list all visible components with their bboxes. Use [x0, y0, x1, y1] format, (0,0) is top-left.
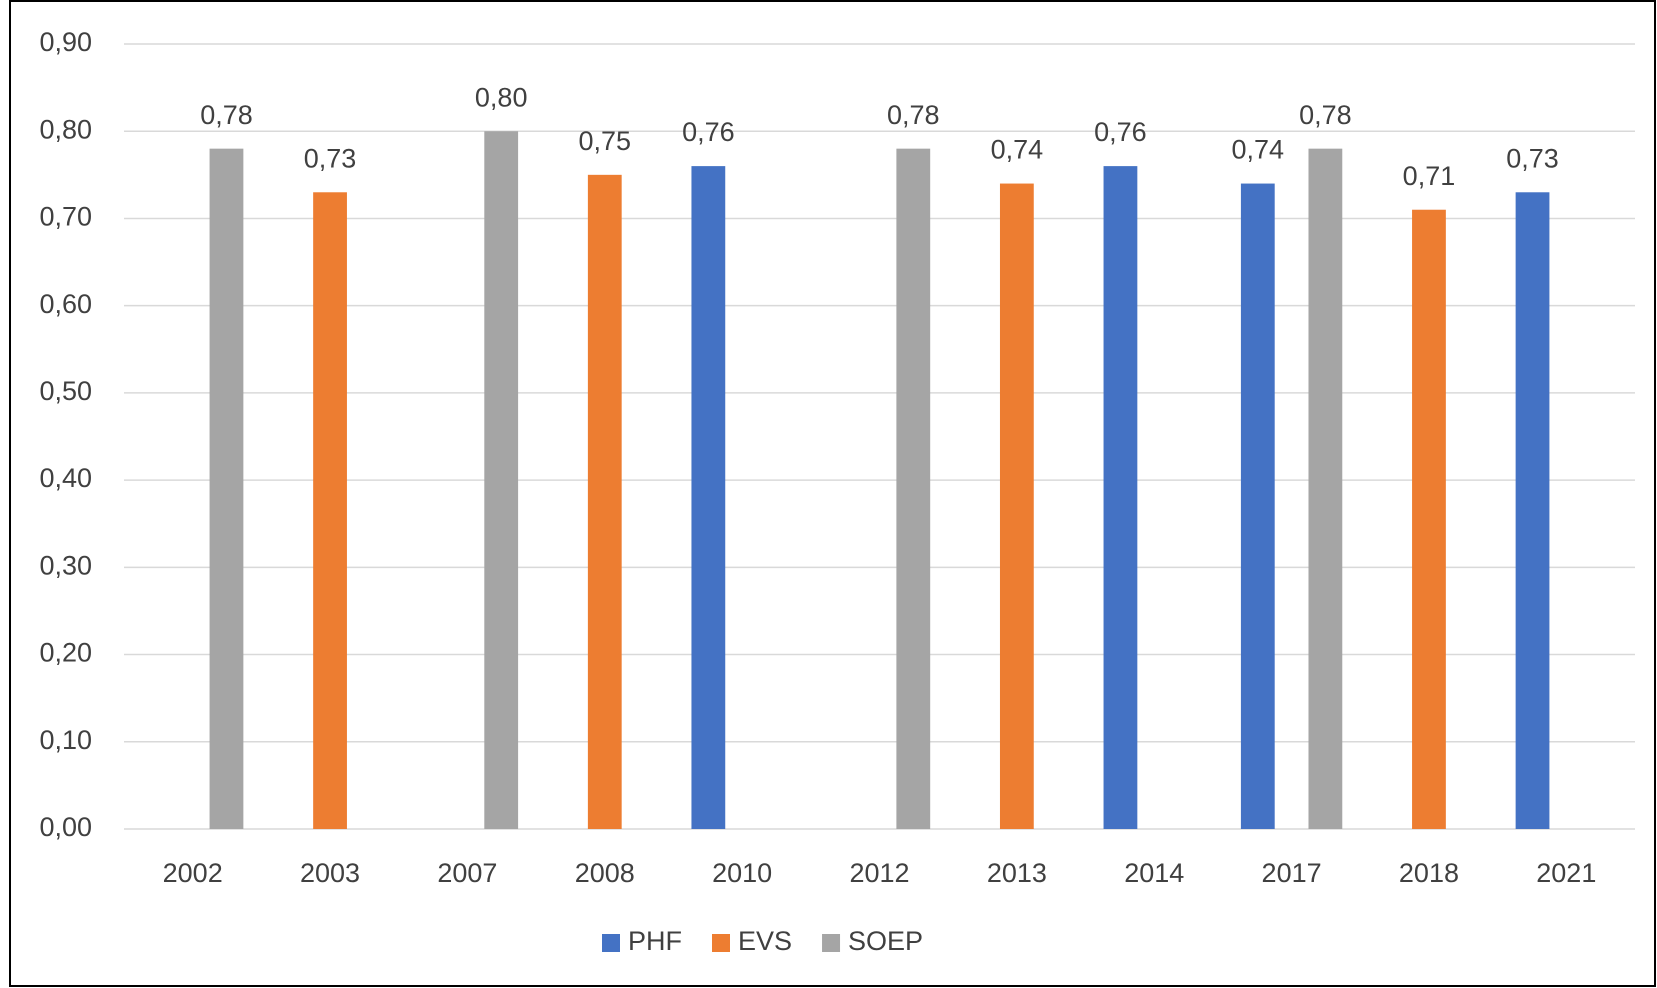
- bar: [999, 183, 1034, 830]
- bar: [1103, 166, 1138, 830]
- value-label: 0,74: [1232, 135, 1285, 165]
- bar: [691, 166, 726, 830]
- y-tick-label: 0,90: [39, 27, 92, 57]
- x-tick-label: 2002: [163, 858, 223, 888]
- x-tick-label: 2010: [712, 858, 772, 888]
- x-tick-label: 2003: [300, 858, 360, 888]
- bar: [1412, 209, 1446, 829]
- y-tick-label: 0,70: [39, 202, 92, 232]
- value-label: 0,75: [578, 126, 631, 156]
- x-tick-label: 2008: [575, 858, 635, 888]
- x-tick-label: 2012: [849, 858, 909, 888]
- legend-swatch: [712, 934, 730, 952]
- y-tick-label: 0,50: [39, 376, 92, 406]
- bar: [587, 174, 622, 830]
- value-label: 0,76: [682, 117, 735, 147]
- bar: [484, 131, 519, 829]
- y-tick-label: 0,10: [39, 725, 92, 755]
- legend-swatch: [602, 934, 620, 952]
- x-tick-label: 2007: [437, 858, 497, 888]
- bar: [1308, 148, 1343, 829]
- x-tick-label: 2013: [987, 858, 1047, 888]
- value-label: 0,80: [475, 82, 528, 112]
- value-label: 0,73: [1506, 143, 1559, 173]
- x-tick-label: 2021: [1536, 858, 1596, 888]
- legend-swatch: [822, 934, 841, 952]
- value-label: 0,78: [200, 100, 253, 130]
- bar: [1515, 192, 1550, 829]
- y-tick-label: 0,20: [39, 638, 92, 668]
- y-tick-label: 0,40: [39, 463, 92, 493]
- value-label: 0,74: [991, 135, 1044, 165]
- value-label: 0,78: [887, 100, 940, 130]
- bar: [313, 192, 347, 829]
- x-tick-label: 2017: [1262, 858, 1322, 888]
- y-tick-label: 0,80: [39, 114, 92, 144]
- y-tick-label: 0,60: [39, 289, 92, 319]
- chart-frame: [9, 0, 1656, 987]
- bar: [1240, 183, 1275, 830]
- x-tick-label: 2014: [1124, 858, 1184, 888]
- y-tick-label: 0,30: [39, 550, 92, 580]
- legend-label: PHF: [628, 926, 682, 956]
- value-label: 0,76: [1094, 117, 1147, 147]
- x-tick-label: 2018: [1399, 858, 1459, 888]
- bar: [896, 148, 931, 829]
- bar: [209, 148, 244, 829]
- legend-label: EVS: [738, 926, 792, 956]
- y-tick-label: 0,00: [39, 812, 92, 842]
- value-label: 0,73: [304, 143, 357, 173]
- value-label: 0,71: [1403, 161, 1456, 191]
- legend-label: SOEP: [848, 926, 923, 956]
- value-label: 0,78: [1299, 100, 1352, 130]
